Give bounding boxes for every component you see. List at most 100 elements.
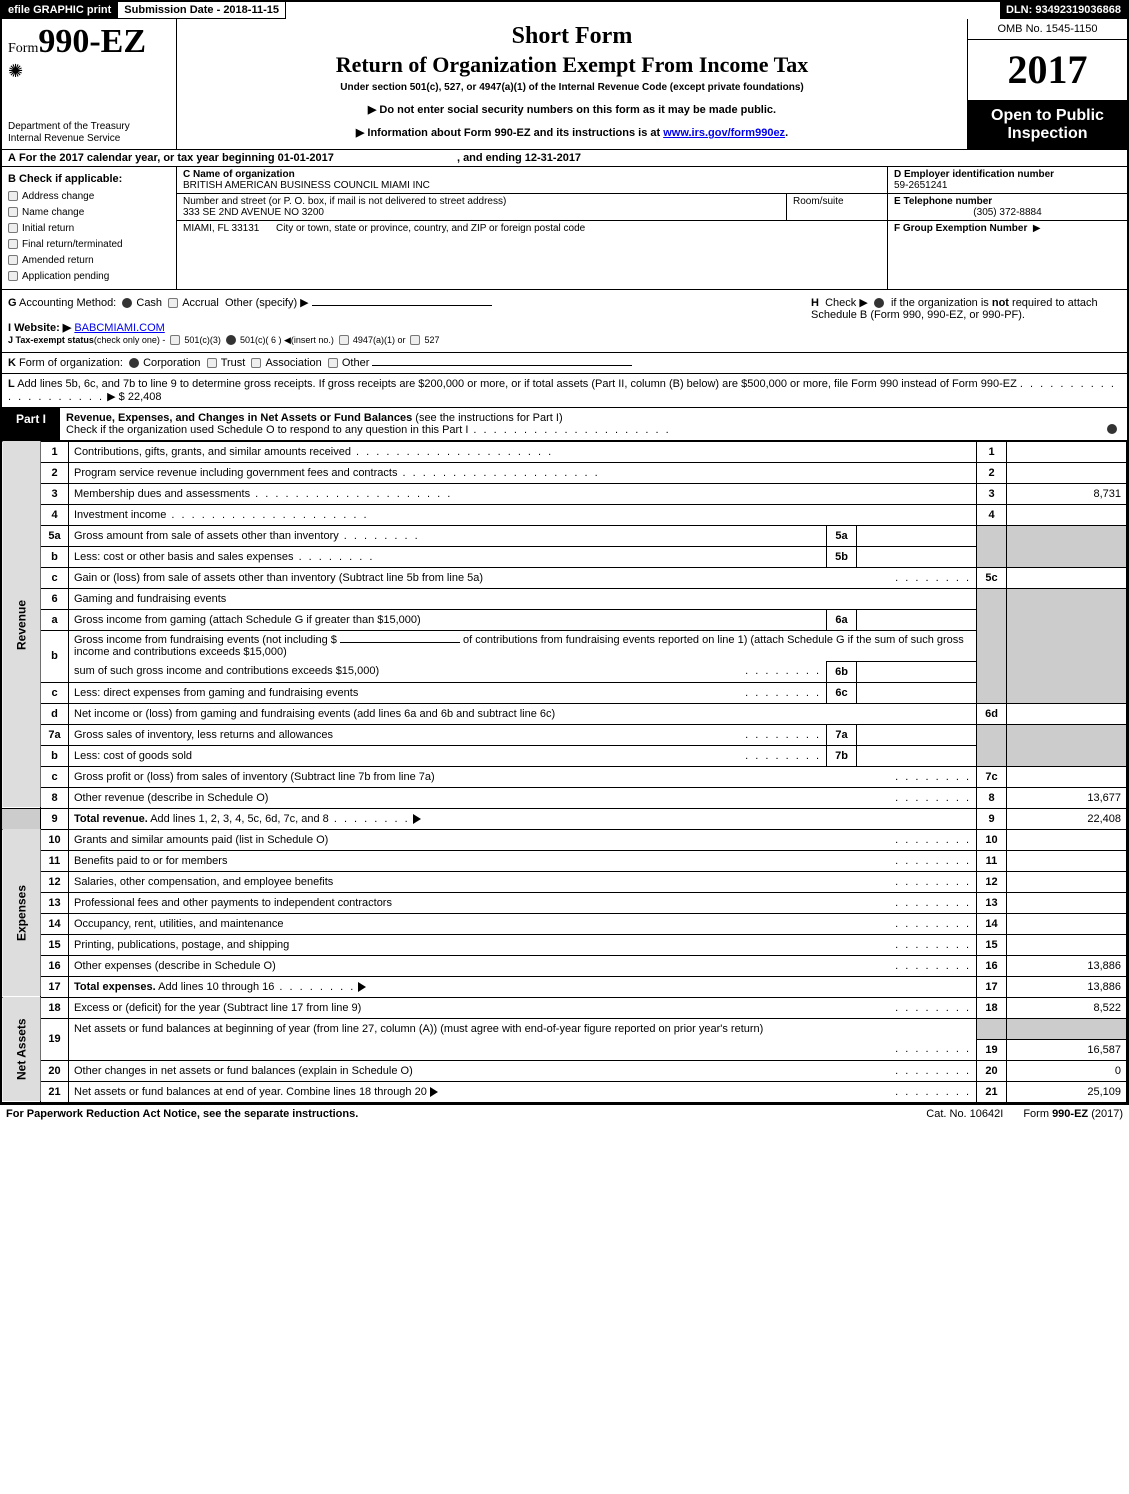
line-13: 13 Professional fees and other payments …	[2, 892, 1127, 913]
chk-trust[interactable]	[207, 358, 217, 368]
ln-6d: d	[41, 703, 69, 724]
l-label: L	[8, 378, 15, 390]
group-exemption-arrow: ▶	[1033, 223, 1041, 234]
line-21: 21 Net assets or fund balances at end of…	[2, 1081, 1127, 1102]
line-20: 20 Other changes in net assets or fund b…	[2, 1060, 1127, 1081]
num-14: 14	[977, 913, 1007, 934]
submission-date: Submission Date - 2018-11-15	[118, 2, 286, 19]
website-link[interactable]: BABCMIAMI.COM	[74, 322, 164, 334]
chk-address-change[interactable]	[8, 191, 18, 201]
treasury-seal-icon: ✺	[8, 61, 170, 82]
line-17: 17 Total expenses. Add lines 10 through …	[2, 976, 1127, 997]
d-14: Occupancy, rent, utilities, and maintena…	[74, 918, 284, 930]
chk-schedule-b[interactable]	[874, 298, 884, 308]
val-21: 25,109	[1007, 1081, 1127, 1102]
form-number-value: 990-EZ	[38, 23, 146, 60]
line-9: 9 Total revenue. Add lines 1, 2, 3, 4, 5…	[2, 808, 1127, 829]
mid-7b: 7b	[827, 745, 857, 766]
mid-5b: 5b	[827, 546, 857, 567]
line-15: 15 Printing, publications, postage, and …	[2, 934, 1127, 955]
chk-527[interactable]	[410, 335, 420, 345]
chk-501c3[interactable]	[170, 335, 180, 345]
num-15: 15	[977, 934, 1007, 955]
chk-accrual[interactable]	[168, 298, 178, 308]
ln-8: 8	[41, 787, 69, 808]
chk-final-return[interactable]	[8, 239, 18, 249]
arrow-icon	[430, 1087, 438, 1097]
street-value: 333 SE 2ND AVENUE NO 3200	[183, 207, 324, 218]
lbl-501c: 501(c)( 6 ) ◀(insert no.)	[240, 335, 334, 345]
chk-amended-return[interactable]	[8, 255, 18, 265]
d-7a: Gross sales of inventory, less returns a…	[74, 729, 333, 741]
grey-19	[977, 1018, 1007, 1039]
d-11: Benefits paid to or for members	[74, 855, 227, 867]
num-7c: 7c	[977, 766, 1007, 787]
g-text: Accounting Method:	[19, 297, 116, 309]
num-20: 20	[977, 1060, 1007, 1081]
arrow-icon	[358, 982, 366, 992]
val-12	[1007, 871, 1127, 892]
line-12: 12 Salaries, other compensation, and emp…	[2, 871, 1127, 892]
chk-schedule-o[interactable]	[1107, 424, 1117, 434]
chk-corporation[interactable]	[129, 358, 139, 368]
chk-application-pending[interactable]	[8, 271, 18, 281]
row-a-label: A	[8, 152, 16, 164]
chk-name-change[interactable]	[8, 207, 18, 217]
lbl-trust: Trust	[221, 357, 246, 369]
midval-6c	[857, 682, 977, 703]
d-12: Salaries, other compensation, and employ…	[74, 876, 333, 888]
info-prefix: ▶ Information about Form 990-EZ and its …	[356, 127, 663, 139]
instruction-ssn: ▶ Do not enter social security numbers o…	[183, 103, 961, 116]
ln-5c: c	[41, 567, 69, 588]
mid-6a: 6a	[827, 609, 857, 630]
midval-6a	[857, 609, 977, 630]
d-17: Add lines 10 through 16	[156, 981, 275, 993]
val-7c	[1007, 766, 1127, 787]
chk-other-org[interactable]	[328, 358, 338, 368]
mid-5a: 5a	[827, 525, 857, 546]
num-21: 21	[977, 1081, 1007, 1102]
line-7a: 7a Gross sales of inventory, less return…	[2, 724, 1127, 745]
ln-2: 2	[41, 462, 69, 483]
accounting-method: G Accounting Method: Cash Accrual Other …	[8, 296, 811, 346]
dept-irs: Internal Revenue Service	[8, 133, 120, 144]
dept-treasury: Department of the Treasury	[8, 121, 130, 132]
ln-14: 14	[41, 913, 69, 934]
efile-badge: efile GRAPHIC print	[2, 2, 118, 19]
lbl-4947: 4947(a)(1) or	[353, 335, 406, 345]
chk-501c[interactable]	[226, 335, 236, 345]
val-6d	[1007, 703, 1127, 724]
col-b-label: B	[8, 173, 16, 185]
d-6b-1: Gross income from fundraising events (no…	[74, 634, 337, 646]
line-5c: c Gain or (loss) from sale of assets oth…	[2, 567, 1127, 588]
phone-value: (305) 372-8884	[894, 207, 1121, 218]
d-16: Other expenses (describe in Schedule O)	[74, 960, 276, 972]
chk-cash[interactable]	[122, 298, 132, 308]
city-value: MIAMI, FL 33131	[183, 223, 259, 234]
chk-4947[interactable]	[339, 335, 349, 345]
num-13: 13	[977, 892, 1007, 913]
footer-right: Form 990-EZ (2017)	[1023, 1108, 1123, 1120]
mid-7a: 7a	[827, 724, 857, 745]
d-4: Investment income	[74, 509, 166, 521]
ln-10: 10	[41, 829, 69, 850]
lbl-accrual: Accrual	[182, 297, 219, 309]
val-9: 22,408	[1007, 808, 1127, 829]
val-13	[1007, 892, 1127, 913]
chk-association[interactable]	[251, 358, 261, 368]
chk-initial-return[interactable]	[8, 223, 18, 233]
ln-6: 6	[41, 588, 69, 609]
d-9: Add lines 1, 2, 3, 4, 5c, 6d, 7c, and 8	[148, 813, 329, 825]
line-19a: 19 Net assets or fund balances at beginn…	[2, 1018, 1127, 1039]
d-18: Excess or (deficit) for the year (Subtra…	[74, 1002, 361, 1014]
h-check-text: Check ▶	[825, 297, 868, 309]
arrow-icon	[413, 814, 421, 824]
ln-12: 12	[41, 871, 69, 892]
irs-link[interactable]: www.irs.gov/form990ez	[663, 127, 785, 139]
d-6c: Less: direct expenses from gaming and fu…	[74, 687, 358, 699]
instruction-info: ▶ Information about Form 990-EZ and its …	[183, 126, 961, 139]
schedule-b-check: H Check ▶ if the organization is not req…	[811, 296, 1121, 346]
h-if-text: if the organization is	[891, 297, 992, 309]
val-10	[1007, 829, 1127, 850]
line-7b: b Less: cost of goods sold 7b	[2, 745, 1127, 766]
